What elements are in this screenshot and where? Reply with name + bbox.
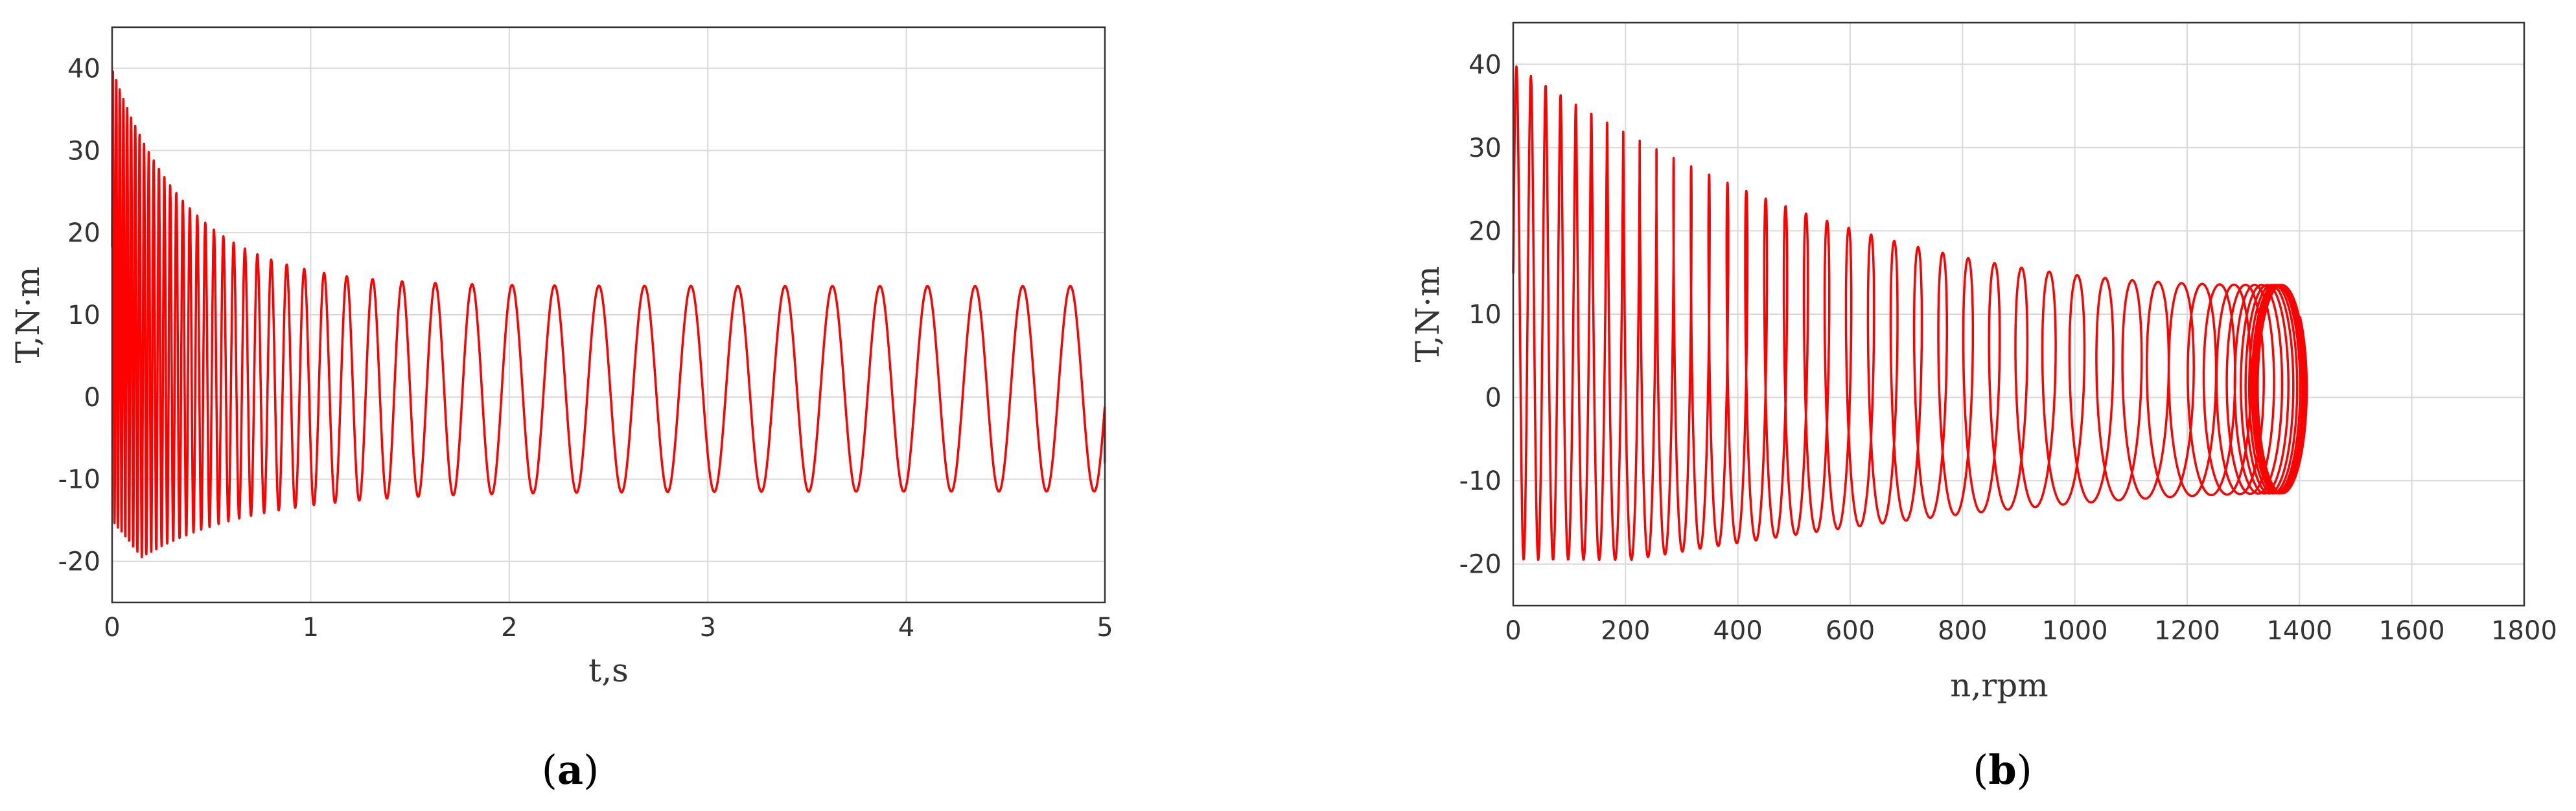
y-tick-label: -10 — [58, 465, 100, 495]
x-tick-label: 5 — [1097, 613, 1113, 643]
x-tick-label: 4 — [898, 613, 914, 643]
y-tick-labels-a: -20 -10 0 10 20 30 40 — [58, 54, 100, 577]
torque-speed-curve — [1512, 65, 2308, 562]
x-tick-label: 3 — [699, 613, 715, 643]
x-tick-label: 0 — [104, 613, 120, 643]
y-tick-label: 0 — [84, 383, 100, 413]
torque-time-curve — [111, 70, 1106, 558]
plot-frame-b — [1512, 21, 2525, 607]
y-axis-label-b: T,N·m — [1409, 266, 1446, 363]
y-tick-label: 0 — [1485, 383, 1502, 413]
y-tick-label: 20 — [67, 218, 100, 248]
y-tick-label: 10 — [67, 301, 100, 330]
x-tick-label: 400 — [1713, 616, 1762, 646]
x-tick-label: 1400 — [2266, 616, 2332, 646]
chart-panel-b: 0 200 400 600 800 1000 1200 1400 1600 1800 -20-10… — [1409, 21, 2557, 794]
y-axis-label-a: T,N·m — [9, 267, 47, 363]
y-tick-label: -20 — [58, 547, 100, 577]
y-tick-labels-b: -20 -10 0 10 20 30 40 — [1459, 50, 1502, 579]
panel-label-a: (a) — [542, 746, 599, 794]
x-tick-label: 1000 — [2042, 616, 2108, 646]
x-tick-label: 1600 — [2379, 616, 2445, 646]
x-tick-labels-b: 0 200 400 600 800 1000 1200 1400 1600 1800 — [1505, 616, 2557, 646]
x-tick-label: 1800 — [2491, 616, 2557, 646]
x-axis-label-a: t,s — [588, 652, 629, 689]
y-tick-label: 40 — [67, 54, 100, 84]
plot-frame-a — [111, 26, 1106, 604]
x-tick-labels-a: 0 1 2 3 4 5 — [104, 613, 1113, 643]
x-tick-label: 600 — [1826, 616, 1875, 646]
y-tick-label: 40 — [1468, 50, 1502, 80]
y-tick-label: 30 — [67, 136, 100, 166]
y-tick-label: 30 — [1468, 133, 1502, 163]
chart-panel-a: 0 1 2 3 4 5 -20 -10 0 10 20 30 40 t,s T,N·m (a) — [9, 26, 1113, 794]
x-tick-label: 2 — [501, 613, 517, 643]
y-tick-label: -20 — [1459, 550, 1502, 580]
y-tick-label: 20 — [1468, 216, 1502, 246]
panel-label-b: (b) — [1973, 746, 2032, 794]
x-tick-label: 800 — [1938, 616, 1987, 646]
y-tick-label: -10 — [1459, 466, 1502, 496]
x-axis-label-b: n,rpm — [1950, 667, 2048, 704]
x-tick-label: 1 — [303, 613, 319, 643]
x-tick-label: 1200 — [2154, 616, 2220, 646]
x-tick-label: 0 — [1505, 616, 1521, 646]
y-tick-label: 10 — [1468, 300, 1502, 330]
x-tick-label: 200 — [1601, 616, 1650, 646]
